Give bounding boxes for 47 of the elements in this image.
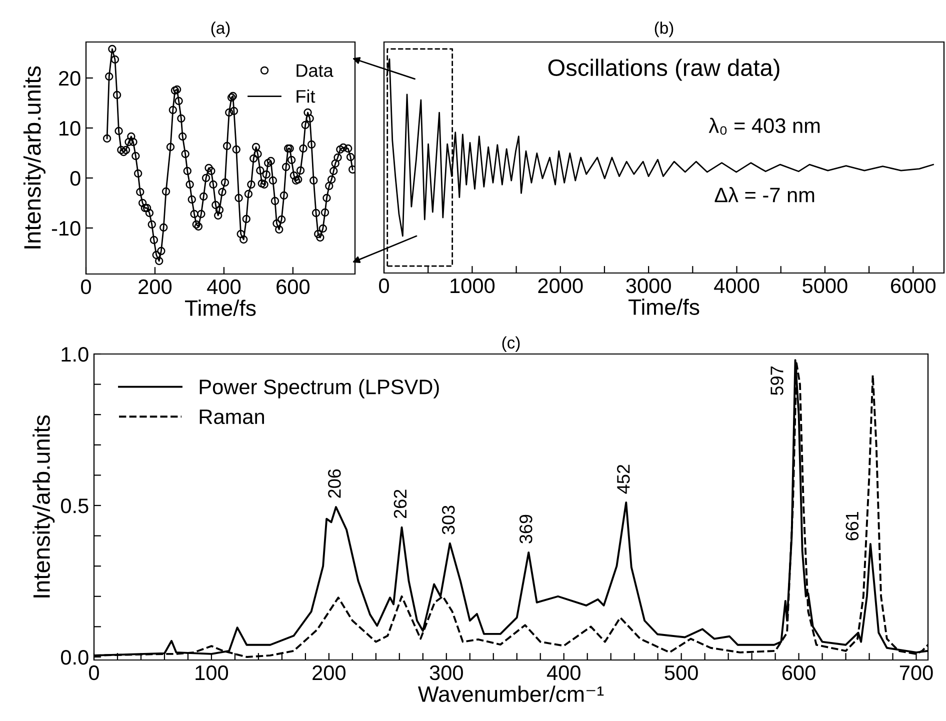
annotation: 452 <box>617 464 630 494</box>
x-tick-label: 700 <box>900 665 933 680</box>
x-axis-title: Wavenumber/cm⁻¹ <box>418 686 604 702</box>
annotation: 661 <box>846 512 859 540</box>
x-tick-label: 400 <box>207 279 241 294</box>
x-tick-label: 200 <box>312 665 346 680</box>
chart-title: (c) <box>502 336 520 352</box>
y-tick-label: 20 <box>59 71 80 86</box>
x-tick-label: 400 <box>546 665 580 680</box>
legend-label: Raman <box>200 410 264 424</box>
x-tick-label: 100 <box>196 665 228 680</box>
x-tick-label: 1000 <box>450 278 495 294</box>
annotation: 303 <box>442 506 455 534</box>
annotation: 597 <box>770 366 784 396</box>
x-tick-label: 0 <box>89 665 99 680</box>
x-tick-label: 4000 <box>714 278 760 294</box>
annotation: 262 <box>394 490 407 518</box>
y-tick-label: 0.0 <box>60 650 88 665</box>
y-tick-label: 0 <box>70 171 80 186</box>
y-tick-label: 0.5 <box>60 498 88 514</box>
x-tick-label: 0 <box>379 278 389 294</box>
annotation: 369 <box>520 514 532 544</box>
x-tick-label: 6000 <box>891 278 936 294</box>
y-tick-label: 1.0 <box>62 347 88 362</box>
x-tick-label: 500 <box>664 665 698 680</box>
x-axis-title: Time/fs <box>185 300 256 316</box>
legend-label: Power Spectrum (LPSVD) <box>200 379 439 398</box>
annotation: λ₀ = 403 nm <box>708 118 820 135</box>
x-axis-title: Time/fs <box>628 298 700 315</box>
y-axis-title: Intensity/arb.units <box>23 66 46 248</box>
x-tick-label: 200 <box>138 279 172 294</box>
x-tick-label: 2000 <box>538 278 583 294</box>
chart-title: (a) <box>211 22 230 38</box>
legend-label: Data <box>296 64 334 77</box>
annotation: 206 <box>328 469 341 498</box>
x-tick-label: 600 <box>276 279 310 294</box>
legend-label: Fit <box>296 90 316 103</box>
y-tick-label: 10 <box>60 121 80 136</box>
x-tick-label: 5000 <box>802 278 848 294</box>
chart-title: (b) <box>654 22 674 38</box>
annotation: Oscillations (raw data) <box>548 58 780 81</box>
x-tick-label: 3000 <box>626 278 671 294</box>
x-tick-label: 600 <box>782 665 816 680</box>
x-tick-label: 300 <box>430 665 463 680</box>
annotation: Δλ = -7 nm <box>714 187 814 202</box>
y-axis-title: Intensity/arb.units <box>32 415 55 598</box>
y-tick-label: -10 <box>52 221 80 236</box>
